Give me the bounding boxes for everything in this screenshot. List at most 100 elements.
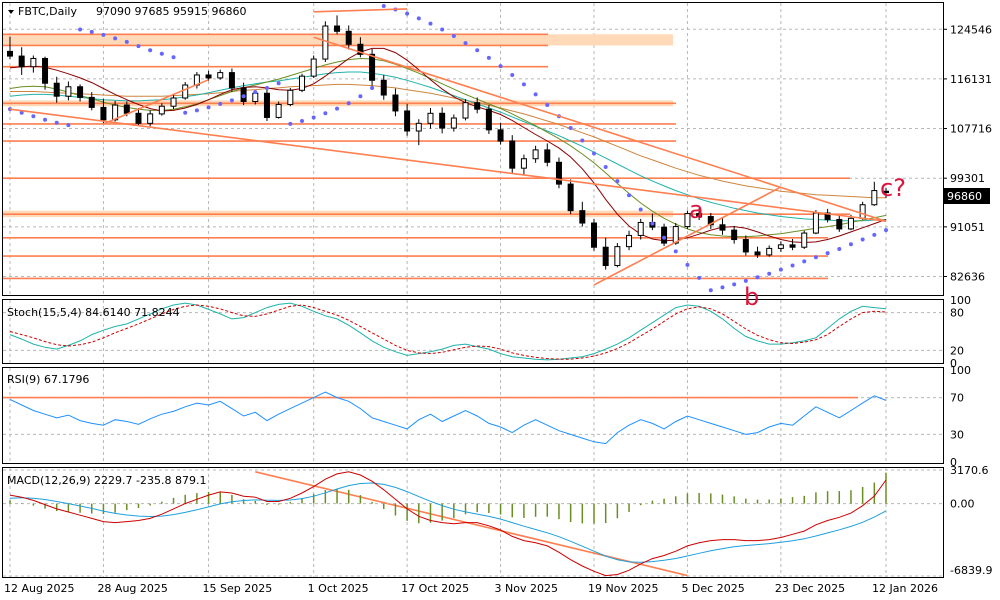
main-panel[interactable] bbox=[2, 2, 944, 296]
candle-body bbox=[415, 122, 422, 132]
candle bbox=[544, 143, 551, 167]
psar-dot bbox=[323, 111, 328, 116]
candle-body bbox=[65, 86, 72, 97]
psar-dot bbox=[89, 29, 94, 34]
psar-dot bbox=[720, 285, 725, 290]
y-tick-label: 91051 bbox=[950, 221, 985, 234]
x-tick-label: 12 Jan 2026 bbox=[872, 582, 938, 595]
x-tick-label: 19 Nov 2025 bbox=[588, 582, 658, 595]
candle bbox=[380, 74, 387, 100]
candle-body bbox=[672, 226, 679, 244]
y-tick-label: 99301 bbox=[950, 172, 985, 185]
candle bbox=[53, 76, 60, 103]
psar-dot bbox=[475, 48, 480, 53]
candle-body bbox=[696, 213, 703, 218]
psar-dot bbox=[837, 246, 842, 251]
candle-body bbox=[310, 58, 317, 77]
candle bbox=[672, 223, 679, 245]
psar-dot bbox=[19, 110, 24, 115]
psar-dot bbox=[194, 108, 199, 113]
candle-body bbox=[147, 113, 154, 124]
candle-body bbox=[53, 82, 60, 97]
levels-layer bbox=[3, 33, 850, 280]
psar-dot bbox=[241, 94, 246, 99]
axis-layer: 12 Aug 2025 28 Aug 2025 15 Sep 2025 1 Oct 2… bbox=[4, 23, 992, 595]
wave-label-c: c? bbox=[880, 174, 906, 202]
candle-body bbox=[170, 97, 177, 107]
macd-main-line bbox=[9, 471, 887, 577]
candle bbox=[30, 55, 37, 73]
psar-dot bbox=[884, 228, 888, 233]
candle bbox=[859, 201, 866, 220]
candle-body bbox=[555, 161, 562, 185]
collapse-triangle-icon[interactable] bbox=[8, 10, 14, 14]
candle bbox=[415, 119, 422, 146]
stoch-tick-label: 20 bbox=[950, 344, 964, 357]
macd-panel[interactable] bbox=[2, 467, 944, 578]
psar-dot bbox=[124, 39, 129, 44]
psar-dot bbox=[755, 275, 760, 280]
moving-averages-layer bbox=[9, 47, 887, 244]
candle-body bbox=[497, 129, 504, 142]
candle-body bbox=[357, 43, 364, 55]
candle bbox=[626, 230, 633, 251]
candle bbox=[263, 86, 270, 121]
candle bbox=[310, 55, 317, 78]
psar-dot bbox=[463, 41, 468, 46]
candle bbox=[777, 241, 784, 252]
candle bbox=[766, 245, 773, 257]
psar-dot bbox=[136, 44, 141, 49]
stoch-panel[interactable] bbox=[2, 299, 944, 364]
candle-body bbox=[299, 75, 305, 91]
candle-body bbox=[252, 92, 259, 103]
rsi-panel[interactable] bbox=[2, 367, 944, 464]
candles-layer bbox=[7, 15, 889, 270]
candle bbox=[299, 73, 305, 93]
macd-layer bbox=[3, 469, 943, 577]
candle-body bbox=[100, 106, 107, 121]
rsi-tick-label: 100 bbox=[950, 364, 971, 377]
candle-body bbox=[205, 74, 212, 79]
trendline bbox=[313, 8, 408, 13]
psar-dot bbox=[451, 34, 456, 39]
psar-dot bbox=[732, 282, 737, 287]
psar-dot bbox=[253, 90, 258, 95]
candle-body bbox=[263, 92, 270, 118]
candle bbox=[591, 218, 597, 251]
candle-body bbox=[812, 212, 819, 234]
psar-dot bbox=[405, 11, 410, 16]
candle-body bbox=[754, 251, 761, 256]
candle bbox=[637, 218, 644, 240]
y-tick-label: 107716 bbox=[950, 123, 992, 136]
candle bbox=[135, 108, 142, 126]
candle bbox=[836, 215, 843, 232]
candle-body bbox=[801, 232, 808, 248]
candle-body bbox=[334, 25, 341, 32]
candle bbox=[450, 114, 457, 132]
candle bbox=[205, 70, 212, 81]
x-tick-label: 28 Aug 2025 bbox=[97, 582, 167, 595]
psar-dot bbox=[486, 55, 491, 60]
candle-body bbox=[661, 226, 668, 244]
candle-body bbox=[766, 247, 773, 256]
candle-body bbox=[287, 89, 294, 105]
macd-trendline bbox=[255, 471, 688, 577]
psar-dot bbox=[662, 235, 667, 240]
grid-layer bbox=[3, 3, 943, 577]
psar-dot bbox=[311, 115, 316, 120]
psar-dot bbox=[767, 271, 772, 276]
x-tick-label: 3 Nov 2025 bbox=[495, 582, 558, 595]
psar-dot bbox=[510, 72, 515, 77]
candle bbox=[567, 179, 574, 215]
candle bbox=[742, 235, 749, 256]
candle bbox=[754, 246, 761, 258]
candle bbox=[18, 47, 25, 75]
candle-body bbox=[742, 239, 749, 253]
candle-body bbox=[614, 246, 621, 267]
psar-dot bbox=[498, 64, 503, 69]
candle-body bbox=[369, 53, 376, 81]
trendline bbox=[103, 78, 209, 125]
candle-body bbox=[789, 244, 796, 248]
last-price-box bbox=[944, 188, 990, 204]
